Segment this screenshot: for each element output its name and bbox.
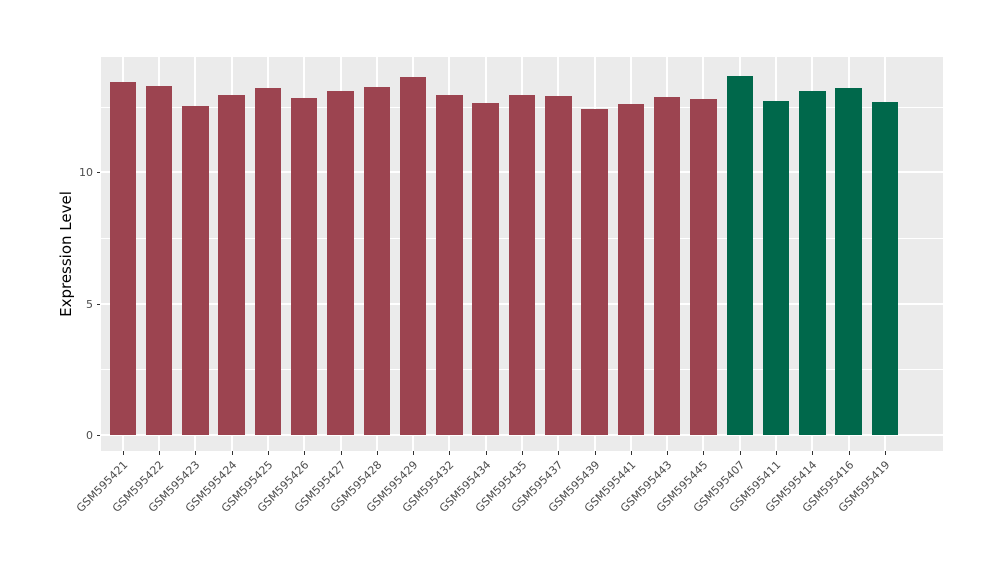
bar-GSM595441 [617,104,645,435]
x-tick-mark [703,451,705,455]
x-tick-mark [812,451,814,455]
y-tick-label: 10 [79,166,93,180]
bar-GSM595423 [182,106,209,435]
bar-GSM595443 [653,97,681,435]
x-tick-mark [267,451,269,455]
x-tick-mark [884,451,886,455]
x-tick-mark [159,451,161,455]
x-tick-mark [231,451,233,455]
x-tick-mark [739,451,741,455]
bar-GSM595435 [508,94,536,435]
bar-GSM595419 [871,102,899,435]
x-tick-mark [558,451,560,455]
x-tick-mark [776,451,778,455]
bar-GSM595428 [363,87,391,435]
bar-GSM595421 [109,81,137,435]
bar-GSM595414 [799,90,826,435]
gridline-major [101,433,943,436]
x-tick-mark [340,451,342,455]
bar-GSM595439 [581,108,608,435]
x-tick-mark [413,451,415,455]
x-tick-mark [667,451,669,455]
bar-GSM595416 [835,87,862,435]
bar-GSM595425 [254,87,282,435]
x-tick-mark [376,451,378,455]
x-tick-mark [304,451,306,455]
bar-GSM595432 [436,94,463,435]
bar-GSM595411 [762,101,790,435]
x-tick-mark [485,451,487,455]
x-tick-mark [122,451,124,455]
y-tick-mark [97,172,100,174]
bar-GSM595422 [145,85,173,435]
bar-GSM595427 [327,90,354,435]
x-tick-mark [594,451,596,455]
y-tick-mark [97,303,100,305]
x-tick-mark [449,451,451,455]
bar-GSM595429 [399,77,427,435]
y-tick-label: 0 [86,428,93,442]
x-tick-mark [630,451,632,455]
bar-GSM595426 [290,98,318,435]
bar-GSM595434 [472,102,499,435]
bar-GSM595445 [690,98,717,435]
plot-panel [101,57,943,451]
x-tick-mark [848,451,850,455]
x-tick-mark [195,451,197,455]
y-tick-mark [97,434,100,436]
bar-GSM595424 [218,95,245,435]
x-tick-mark [522,451,523,455]
y-tick-label: 5 [86,297,93,311]
bar-GSM595407 [726,75,753,435]
bar-GSM595437 [545,96,572,435]
